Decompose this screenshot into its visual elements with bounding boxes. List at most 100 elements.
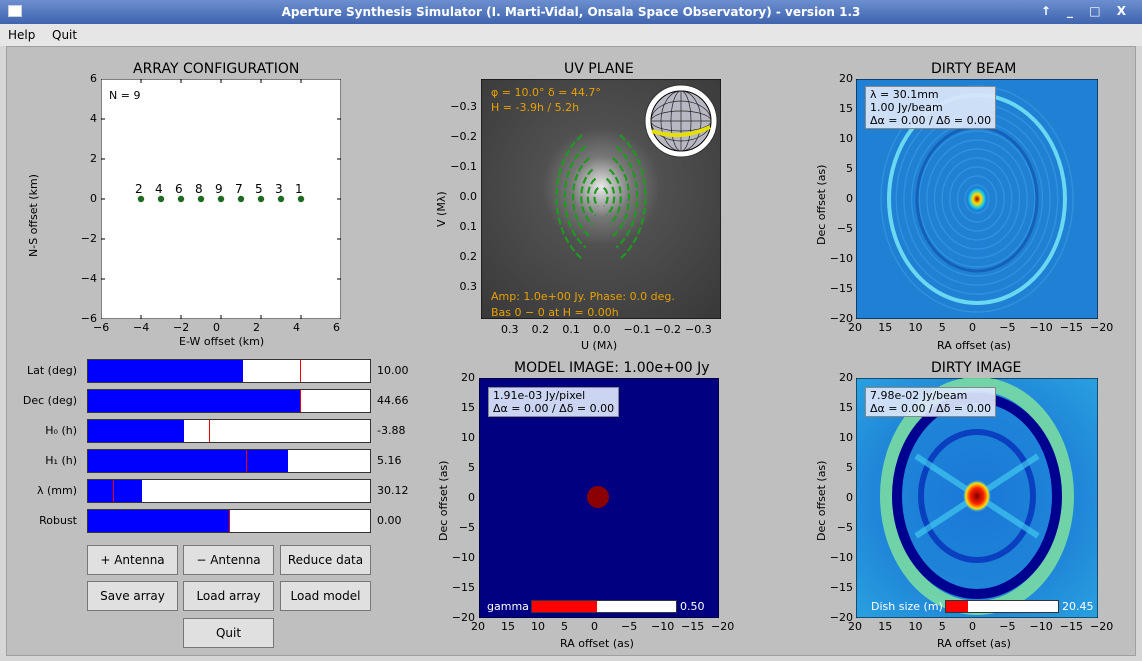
slider-value: 5.16 — [377, 454, 402, 467]
reduce-data-button[interactable]: Reduce data — [280, 545, 371, 575]
array-y-tick-label: 0 — [90, 192, 97, 205]
uv-y-tick-label: 0.2 — [459, 250, 478, 263]
array-plot[interactable] — [101, 79, 341, 319]
slider-marker[interactable] — [113, 480, 115, 502]
slider-track[interactable] — [87, 509, 371, 533]
beam-y-tick-label: 15 — [839, 102, 853, 115]
slider-value: 10.00 — [377, 364, 409, 377]
antenna-marker[interactable] — [157, 195, 165, 203]
model-ylabel: Dec offset (as) — [437, 460, 450, 541]
uv-track — [608, 168, 622, 226]
beam-ylabel: Dec offset (as) — [815, 164, 828, 245]
array-x-tick-label: 0 — [213, 321, 220, 334]
array-x-tick-label: −2 — [173, 321, 190, 334]
image-plot-title: DIRTY IMAGE — [931, 360, 1022, 376]
antenna-marker[interactable] — [237, 195, 245, 203]
uv-track — [571, 157, 590, 237]
uv-x-tick-label: −0.1 — [623, 323, 651, 336]
antenna-marker[interactable] — [277, 195, 285, 203]
slider-track[interactable] — [87, 419, 371, 443]
antenna-marker[interactable] — [177, 195, 185, 203]
array-y-tick-label: 4 — [90, 112, 97, 125]
remove-antenna-button[interactable]: − Antenna — [183, 545, 274, 575]
beam-y-tick-label: 10 — [839, 132, 853, 145]
load-model-button[interactable]: Load model — [280, 581, 371, 611]
add-antenna-button[interactable]: + Antenna — [87, 545, 178, 575]
gamma-slider[interactable] — [531, 600, 677, 613]
array-y-tick-label: −2 — [80, 232, 97, 245]
image-ylabel: Dec offset (as) — [815, 460, 828, 541]
slider-value: 0.00 — [377, 514, 402, 527]
beam-x-tick-label: 5 — [938, 321, 946, 334]
slider-value: 30.12 — [377, 484, 409, 497]
slider-label: H₁ (h) — [45, 454, 77, 467]
image-x-tick-label: −15 — [1059, 620, 1083, 633]
load-array-button[interactable]: Load array — [183, 581, 274, 611]
dish-size-slider[interactable] — [945, 600, 1059, 613]
beam-legend-line: Δα = 0.00 / Δδ = 0.00 — [870, 114, 992, 127]
save-array-button[interactable]: Save array — [87, 581, 178, 611]
beam-y-tick-label: 20 — [839, 72, 853, 85]
slider-marker[interactable] — [299, 390, 301, 412]
slider-label: λ (mm) — [36, 484, 77, 497]
slider-marker[interactable] — [245, 450, 247, 472]
uv-track — [603, 186, 609, 208]
antenna-marker[interactable] — [297, 195, 305, 203]
beam-x-tick-label: 0 — [969, 321, 976, 334]
uv-y-tick-label: −0.1 — [450, 160, 477, 173]
slider-marker[interactable] — [299, 360, 301, 382]
uv-track — [612, 157, 631, 237]
uv-x-tick-label: 0.3 — [501, 323, 519, 336]
uv-y-tick-label: 0.1 — [459, 220, 478, 233]
slider-marker[interactable] — [229, 510, 230, 532]
image-x-tick-label: 0 — [969, 620, 976, 633]
image-y-tick-label: 15 — [839, 401, 853, 414]
model-y-tick-label: 10 — [461, 431, 475, 444]
menu-quit[interactable]: Quit — [52, 28, 78, 42]
uv-x-tick-label: 0.1 — [562, 323, 580, 336]
image-x-tick-label: −5 — [999, 620, 1016, 633]
slider-row: Dec (deg) 44.66 — [7, 389, 427, 413]
model-plot[interactable] — [479, 378, 719, 618]
beam-y-tick-label: −15 — [829, 282, 853, 295]
array-plot-title: ARRAY CONFIGURATION — [133, 61, 300, 77]
model-x-tick-label: 15 — [501, 620, 515, 633]
quit-button[interactable]: Quit — [183, 618, 274, 648]
menu-help[interactable]: Help — [8, 28, 36, 42]
array-y-tick-label: −4 — [80, 272, 97, 285]
model-x-tick-label: 5 — [561, 620, 568, 633]
antenna-marker[interactable] — [257, 195, 265, 203]
antenna-marker[interactable] — [197, 195, 205, 203]
beam-y-tick-label: −10 — [829, 252, 853, 265]
slider-row: Robust 0.00 — [7, 509, 427, 533]
uv-plot[interactable] — [481, 79, 721, 319]
uv-track — [555, 134, 583, 260]
array-y-tick-label: −6 — [80, 312, 97, 325]
image-y-tick-label: 10 — [839, 431, 853, 444]
antenna-marker[interactable] — [137, 195, 145, 203]
window-controls[interactable]: ↑ _ □ X — [1040, 4, 1132, 18]
uv-track — [563, 145, 587, 249]
beam-y-tick-label: −5 — [836, 222, 853, 235]
slider-track[interactable] — [87, 449, 371, 473]
beam-legend-line: λ = 30.1mm — [870, 88, 939, 101]
dish-size-label: Dish size (m) — [871, 600, 943, 613]
beam-legend-line: 1.00 Jy/beam — [870, 101, 943, 114]
beam-x-tick-label: 20 — [848, 321, 862, 334]
slider-row: λ (mm) 30.12 — [7, 479, 427, 503]
slider-marker[interactable] — [209, 420, 211, 442]
slider-track[interactable] — [87, 359, 371, 383]
array-y-tick-label: 2 — [90, 152, 97, 165]
slider-fill — [88, 360, 244, 382]
uv-y-tick-label: 0.0 — [459, 190, 478, 203]
model-xlabel: RA offset (as) — [560, 637, 634, 650]
slider-track[interactable] — [87, 479, 371, 503]
image-y-tick-label: −5 — [836, 521, 853, 534]
uv-amp-line: Amp: 1.0e+00 Jy. Phase: 0.0 deg. — [491, 290, 675, 303]
slider-track[interactable] — [87, 389, 371, 413]
beam-x-tick-label: −20 — [1090, 321, 1114, 334]
model-y-tick-label: 0 — [468, 491, 475, 504]
menubar: Help Quit — [0, 24, 1142, 46]
antenna-marker[interactable] — [217, 195, 225, 203]
